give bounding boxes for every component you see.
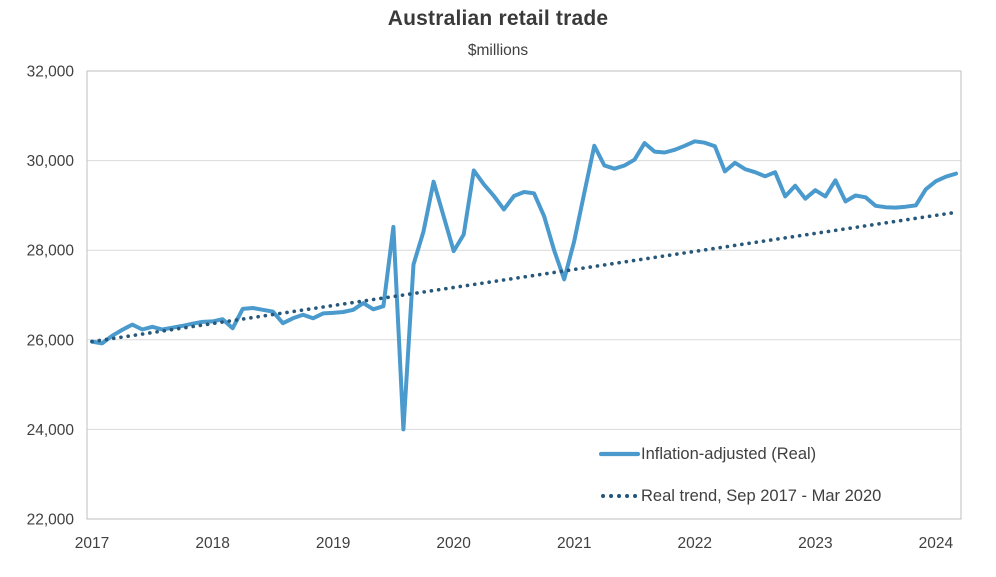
legend-item-trend: Real trend, Sep 2017 - Mar 2020 — [599, 475, 881, 517]
y-tick-label: 22,000 — [27, 512, 75, 529]
x-tick-label: 2019 — [316, 535, 350, 552]
chart-title: Australian retail trade — [387, 7, 609, 30]
x-tick-label: 2022 — [678, 535, 712, 552]
trend-series-swatch — [601, 494, 640, 498]
y-tick-label: 30,000 — [27, 153, 75, 170]
legend-label-real: Inflation-adjusted (Real) — [641, 444, 817, 463]
x-tick-label: 2021 — [557, 535, 591, 552]
x-tick-label: 2023 — [798, 535, 832, 552]
y-tick-label: 32,000 — [27, 64, 75, 81]
x-tick-label: 2024 — [919, 535, 954, 552]
real-series-line — [90, 139, 958, 432]
x-tick-label: 2018 — [195, 535, 229, 552]
x-tick-label: 2017 — [75, 535, 109, 552]
legend-item-real: Inflation-adjusted (Real) — [599, 433, 881, 475]
y-tick-label: 24,000 — [27, 422, 75, 439]
real-series-swatch — [599, 451, 640, 457]
trend-line — [90, 210, 958, 344]
y-tick-label: 28,000 — [27, 243, 75, 260]
y-tick-label: 26,000 — [27, 332, 75, 349]
legend-label-trend: Real trend, Sep 2017 - Mar 2020 — [641, 486, 882, 505]
x-tick-label: 2020 — [436, 535, 471, 552]
plot-border — [86, 70, 962, 520]
chart-subtitle: $millions — [467, 42, 529, 59]
legend: Inflation-adjusted (Real) Real trend, Se… — [599, 433, 881, 517]
